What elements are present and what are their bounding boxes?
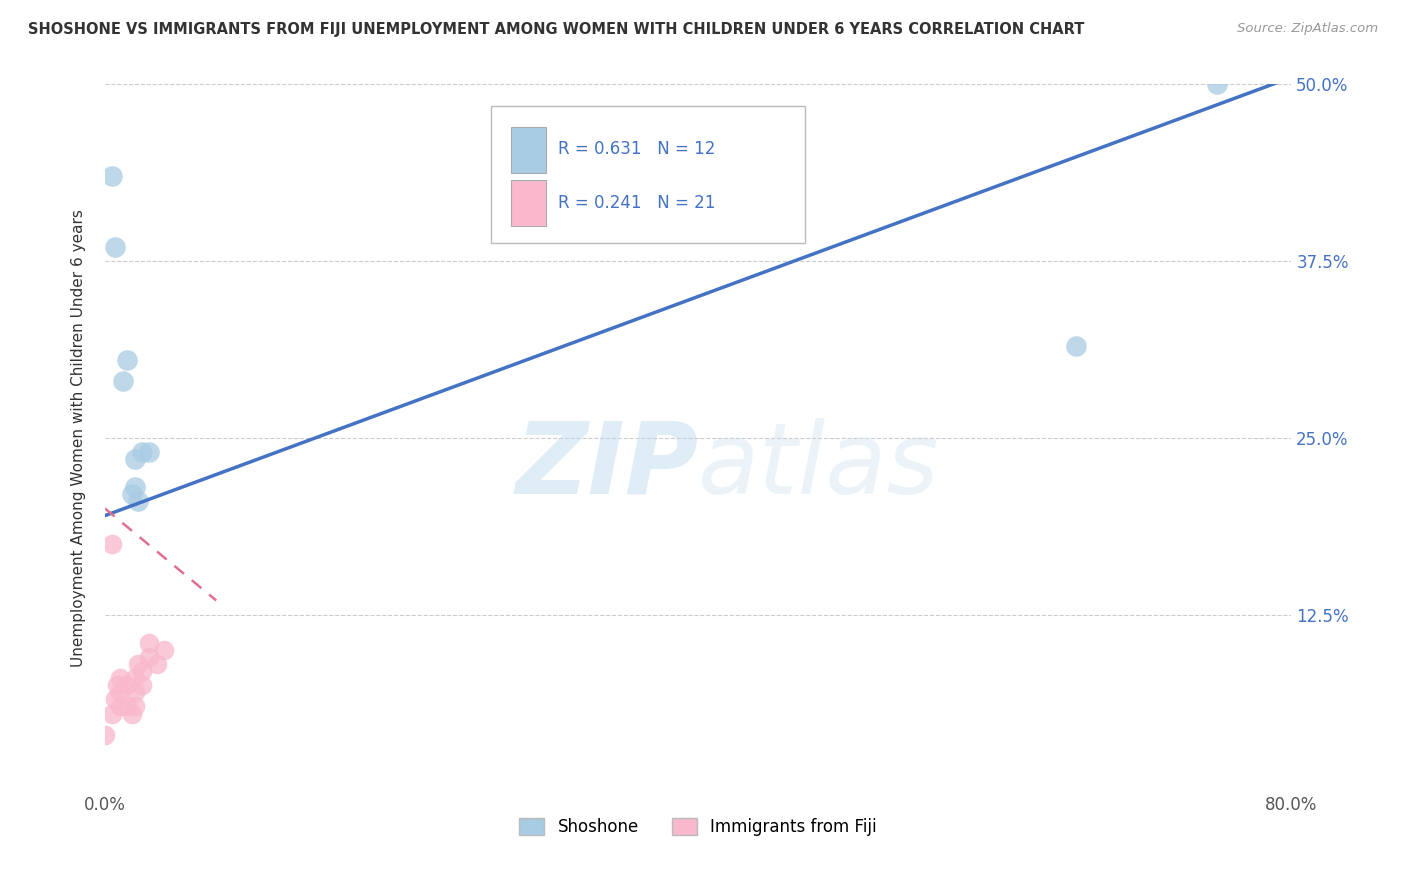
- Text: R = 0.241   N = 21: R = 0.241 N = 21: [558, 194, 716, 212]
- Text: Source: ZipAtlas.com: Source: ZipAtlas.com: [1237, 22, 1378, 36]
- Point: [138, 445, 160, 459]
- Point: [108, 699, 131, 714]
- Point: [127, 657, 149, 671]
- Text: SHOSHONE VS IMMIGRANTS FROM FIJI UNEMPLOYMENT AMONG WOMEN WITH CHILDREN UNDER 6 : SHOSHONE VS IMMIGRANTS FROM FIJI UNEMPLO…: [28, 22, 1084, 37]
- Point: [115, 678, 138, 692]
- FancyBboxPatch shape: [491, 105, 804, 244]
- Point: [101, 537, 124, 551]
- Text: ZIP: ZIP: [515, 417, 699, 515]
- Point: [1066, 339, 1088, 353]
- Point: [108, 685, 131, 699]
- Point: [121, 706, 143, 721]
- Point: [146, 657, 169, 671]
- Legend: Shoshone, Immigrants from Fiji: Shoshone, Immigrants from Fiji: [513, 812, 884, 843]
- Point: [101, 169, 124, 184]
- Point: [104, 692, 127, 706]
- Text: R = 0.631   N = 12: R = 0.631 N = 12: [558, 140, 716, 159]
- Point: [124, 480, 146, 494]
- Point: [115, 699, 138, 714]
- Point: [124, 452, 146, 467]
- Point: [131, 678, 153, 692]
- Point: [153, 643, 176, 657]
- Point: [138, 636, 160, 650]
- Point: [124, 685, 146, 699]
- Point: [1206, 78, 1229, 92]
- Y-axis label: Unemployment Among Women with Children Under 6 years: Unemployment Among Women with Children U…: [72, 209, 86, 667]
- Point: [105, 678, 128, 692]
- Point: [111, 374, 134, 388]
- Point: [94, 728, 117, 742]
- FancyBboxPatch shape: [510, 180, 547, 226]
- Point: [104, 240, 127, 254]
- Point: [121, 487, 143, 501]
- Point: [108, 671, 131, 685]
- Point: [138, 650, 160, 665]
- Point: [124, 671, 146, 685]
- Point: [127, 494, 149, 508]
- Point: [131, 664, 153, 678]
- Point: [101, 706, 124, 721]
- Point: [124, 699, 146, 714]
- Point: [115, 353, 138, 368]
- Text: atlas: atlas: [699, 417, 939, 515]
- FancyBboxPatch shape: [510, 127, 547, 173]
- Point: [131, 445, 153, 459]
